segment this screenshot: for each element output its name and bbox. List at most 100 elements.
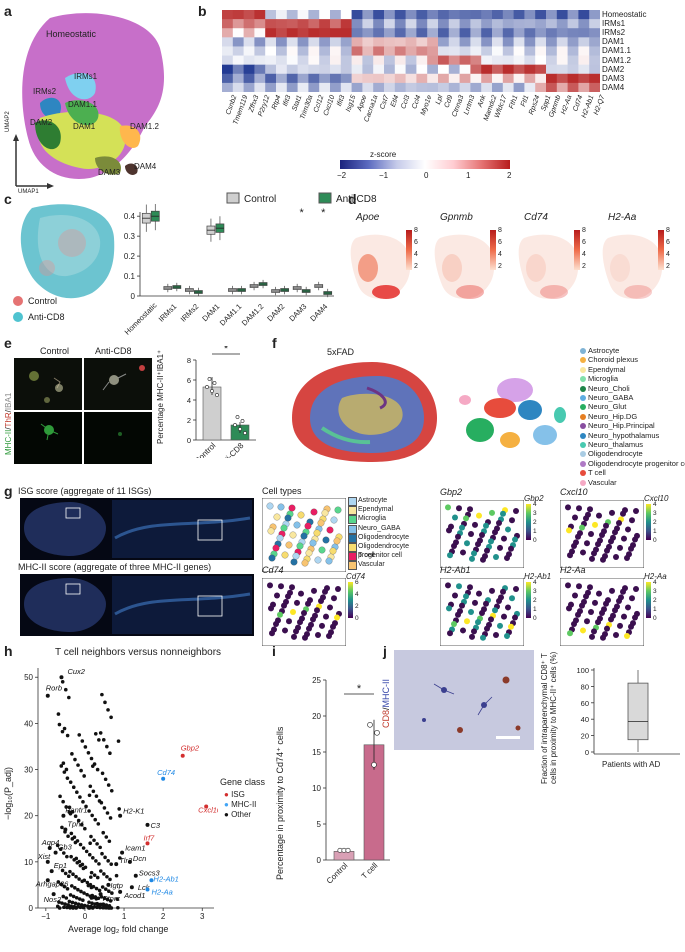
heatmap-cell	[481, 28, 493, 38]
volcano-point	[62, 770, 67, 774]
heatmap-cell	[373, 28, 385, 38]
volcano-point	[109, 906, 114, 910]
heatmap-cell	[416, 19, 428, 29]
expression-dot	[625, 526, 631, 533]
panel-label-d: d	[348, 191, 357, 207]
volcano-point	[96, 896, 101, 901]
legend-celltype-g: Ependymal	[358, 506, 394, 514]
heatmap-cell	[416, 73, 428, 84]
umap-legend-anticd8: Anti-CD8	[28, 312, 65, 322]
i-ylabel: Percentage in proximity to Cd74⁺ cells	[275, 726, 285, 880]
j-ytick: 40	[581, 715, 589, 724]
celltype-zoom-map	[262, 498, 346, 572]
j-ytick: 0	[585, 748, 589, 757]
heatmap-cell	[513, 55, 525, 66]
patients-proximity-boxplot: 0 20 40 60 80 100	[576, 666, 680, 757]
volcano-labeled-point	[145, 841, 150, 846]
zscore-heatmap	[222, 10, 600, 92]
heatmap-cell	[448, 28, 460, 38]
volcano-point	[56, 880, 61, 884]
label-dam1-2: DAM1.2	[130, 122, 159, 131]
volcano-point	[65, 905, 69, 910]
cell-dot	[321, 509, 329, 517]
feature-colorbar-tick: 8	[414, 227, 418, 234]
expression-dot	[483, 522, 489, 529]
gene-colorbar-tick: 2	[653, 597, 657, 604]
volcano-point	[84, 804, 88, 809]
h-xtick: 2	[161, 912, 166, 920]
expression-dot	[268, 605, 274, 612]
heatmap-cell	[546, 28, 558, 38]
volcano-point	[108, 751, 112, 756]
expression-dot	[273, 621, 279, 627]
volcano-point	[72, 835, 77, 840]
umap-legend-control: Control	[28, 296, 58, 306]
expression-dot	[331, 595, 337, 602]
heatmap-cell	[513, 37, 525, 47]
heatmap-cell	[265, 82, 277, 92]
gene-colorbar-tick: 3	[653, 510, 657, 517]
volcano-point	[100, 692, 104, 697]
e-ytick: 6	[187, 376, 191, 385]
heatmap-cell	[459, 73, 471, 84]
heatmap-cell	[254, 10, 266, 20]
volcano-gene-label: Cd74	[157, 768, 175, 777]
heatmap-cell	[265, 10, 277, 20]
volcano-point	[79, 768, 83, 773]
feature-colorbar-tick: 4	[414, 251, 418, 258]
volcano-gene-label: Igtp	[110, 881, 123, 890]
legend-swatch	[348, 561, 357, 571]
cell-dot	[281, 551, 289, 559]
legend-swatch	[348, 552, 357, 562]
volcano-point	[100, 771, 105, 776]
heatmap-cell	[556, 55, 568, 66]
volcano-point	[67, 695, 71, 700]
heatmap-cell	[319, 46, 331, 56]
heatmap-row-label: DAM1	[602, 37, 625, 47]
heatmap-cell	[243, 19, 255, 29]
heatmap-cell	[427, 19, 439, 29]
h-ytick: 40	[24, 719, 33, 728]
heatmap-cell	[265, 73, 277, 84]
expression-dot	[464, 618, 470, 625]
heatmap-cell	[286, 37, 298, 47]
volcano-point	[62, 726, 67, 731]
volcano-point	[67, 805, 72, 810]
expression-dot	[599, 531, 605, 538]
h-xlabel: Average log₂ fold change	[68, 924, 169, 934]
heatmap-cell	[513, 10, 525, 20]
volcano-labeled-point	[149, 878, 154, 883]
expression-dot	[455, 533, 461, 540]
volcano-point	[89, 870, 94, 875]
heatmap-cell	[319, 55, 331, 66]
heatmap-cell	[405, 37, 417, 47]
expression-dot	[632, 614, 638, 621]
heatmap-cell	[470, 64, 482, 75]
cell-dot	[292, 552, 300, 560]
expression-dot	[633, 586, 639, 593]
heatmap-cell	[470, 28, 482, 38]
significance-star: *	[224, 346, 229, 355]
volcano-point	[98, 731, 103, 735]
heatmap-cell	[567, 37, 579, 47]
volcano-point	[90, 764, 95, 768]
cell-dot	[272, 544, 280, 552]
volcano-point	[95, 875, 100, 880]
h-title: T cell neighbors versus nonneighbors	[55, 647, 222, 658]
expression-dot	[467, 584, 473, 591]
gene-colorbar-title: Cxcl10	[644, 494, 669, 503]
heatmap-cell	[276, 82, 288, 92]
legend-celltype-f: Oligodendrocyte	[588, 449, 643, 459]
volcano-point	[81, 800, 85, 804]
heatmap-cell	[330, 10, 342, 20]
expression-dot	[476, 512, 482, 519]
expression-dot	[620, 588, 626, 595]
legend-celltype-g: Astrocyte	[358, 497, 388, 504]
expression-dot	[589, 633, 595, 640]
heatmap-cell	[405, 64, 417, 75]
cell-dot	[330, 516, 338, 524]
heatmap-cell	[459, 46, 471, 56]
volcano-point	[89, 756, 94, 761]
cell-dot	[317, 519, 325, 527]
feature-colorbar-tick: 8	[498, 227, 502, 234]
